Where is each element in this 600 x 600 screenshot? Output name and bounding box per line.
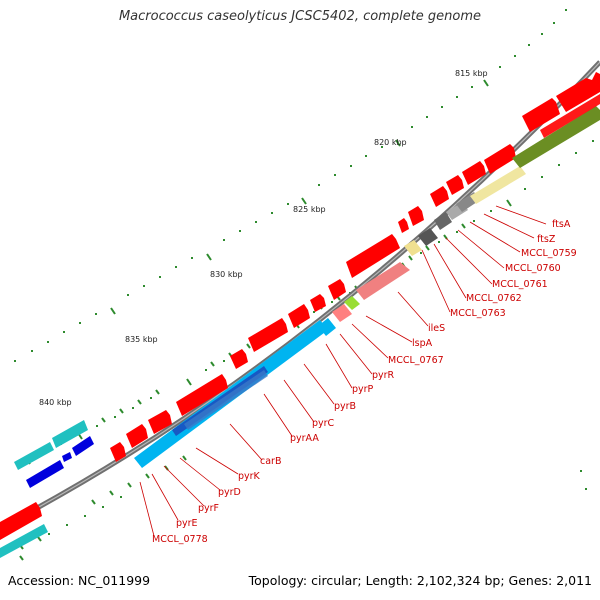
genome-summary-text: Topology: circular; Length: 2,102,324 bp…: [248, 573, 592, 588]
forward-strand-cds: [0, 72, 600, 540]
map-title: Macrococcus caseolyticus JCSC5402, compl…: [118, 9, 482, 24]
gene-label-carB: carB: [260, 456, 281, 467]
gene-label-ileS: ileS: [428, 323, 445, 334]
gene-labels: ftsA ftsZ MCCL_0759 MCCL_0760 MCCL_0761 …: [152, 219, 577, 545]
gene-label-MCCL_0761: MCCL_0761: [492, 279, 548, 290]
pyr-operon-blocks: [134, 94, 600, 468]
gene-label-pyrE: pyrE: [176, 518, 198, 529]
gene-label-ftsA: ftsA: [552, 219, 571, 230]
gene-label-ftsZ: ftsZ: [537, 234, 556, 245]
ruler-label-840: 840 kbp: [39, 398, 72, 407]
gene-label-pyrC: pyrC: [312, 418, 335, 429]
gene-label-pyrAA: pyrAA: [290, 433, 319, 444]
ruler-major-ticks: [25, 79, 512, 465]
gene-label-MCCL_0767: MCCL_0767: [388, 355, 444, 366]
gene-label-lspA: lspA: [412, 338, 433, 349]
label-leader-lines: [139, 205, 547, 537]
ruler-label-825: 825 kbp: [293, 205, 326, 214]
gene-label-MCCL_0762: MCCL_0762: [466, 293, 522, 304]
gene-label-MCCL_0760: MCCL_0760: [505, 263, 561, 274]
gene-label-pyrB: pyrB: [334, 401, 356, 412]
ruler-label-835: 835 kbp: [125, 335, 158, 344]
accession-text: Accession: NC_011999: [8, 573, 151, 588]
gene-label-pyrK: pyrK: [238, 471, 261, 482]
left-features: [0, 420, 94, 558]
gene-label-pyrF: pyrF: [198, 503, 219, 514]
ruler-label-815: 815 kbp: [455, 69, 488, 78]
gene-label-MCCL_0763: MCCL_0763: [450, 308, 506, 319]
ruler-label-820: 820 kbp: [374, 138, 407, 147]
gene-label-MCCL_0778: MCCL_0778: [152, 534, 208, 545]
gene-label-MCCL_0759: MCCL_0759: [521, 248, 577, 259]
ruler-label-830: 830 kbp: [210, 270, 243, 279]
gene-label-pyrR: pyrR: [372, 370, 395, 381]
ruler-labels: 815 kbp 820 kbp 825 kbp 830 kbp 835 kbp …: [39, 69, 488, 407]
gene-label-pyrP: pyrP: [352, 384, 374, 395]
gene-label-pyrD: pyrD: [218, 487, 241, 498]
